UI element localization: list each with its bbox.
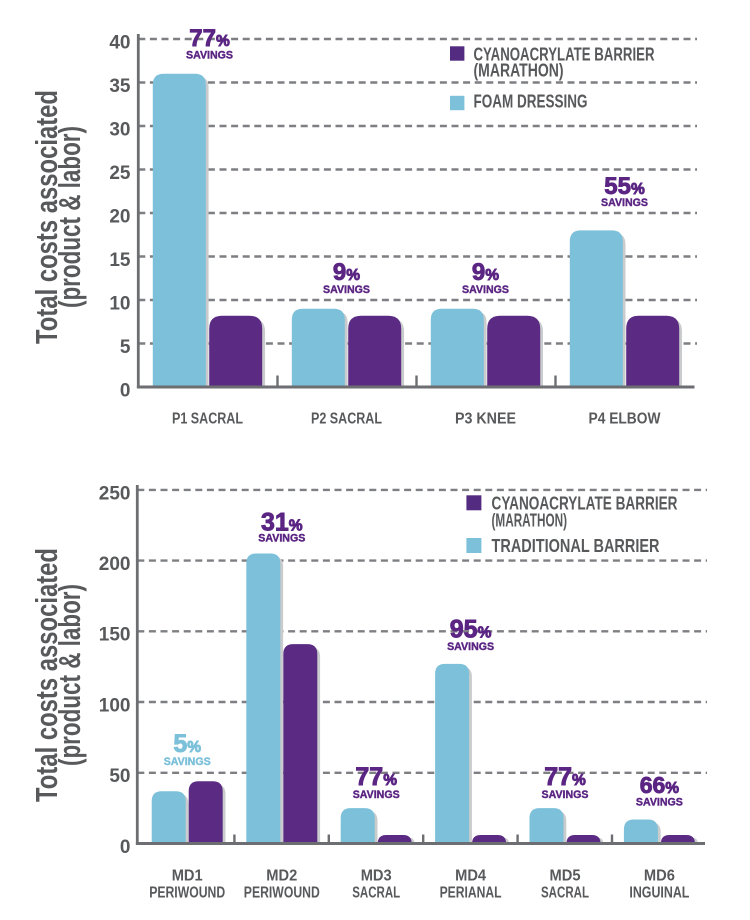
svg-text:77%: 77% bbox=[189, 25, 230, 52]
svg-text:250: 250 bbox=[99, 483, 131, 504]
svg-text:(product & labor): (product & labor) bbox=[52, 126, 87, 308]
svg-text:0: 0 bbox=[120, 837, 131, 858]
svg-text:95%: 95% bbox=[450, 615, 492, 643]
svg-text:SACRAL: SACRAL bbox=[541, 885, 589, 902]
svg-text:200: 200 bbox=[99, 554, 131, 575]
svg-text:0: 0 bbox=[120, 380, 131, 401]
svg-text:9%: 9% bbox=[333, 259, 360, 286]
svg-text:77%: 77% bbox=[355, 763, 397, 791]
svg-text:SAVINGS: SAVINGS bbox=[186, 49, 233, 61]
svg-text:PERIWOUND: PERIWOUND bbox=[244, 885, 320, 902]
svg-text:SAVINGS: SAVINGS bbox=[323, 284, 370, 296]
svg-text:5: 5 bbox=[120, 337, 131, 358]
svg-text:SAVINGS: SAVINGS bbox=[353, 789, 400, 801]
svg-text:SAVINGS: SAVINGS bbox=[462, 284, 509, 296]
svg-text:9%: 9% bbox=[472, 259, 499, 286]
svg-text:25: 25 bbox=[109, 163, 131, 184]
svg-text:MD2: MD2 bbox=[266, 868, 297, 885]
svg-text:SAVINGS: SAVINGS bbox=[601, 197, 648, 209]
svg-text:SAVINGS: SAVINGS bbox=[542, 789, 589, 801]
svg-text:MD6: MD6 bbox=[644, 868, 675, 885]
svg-text:10: 10 bbox=[109, 293, 130, 314]
svg-text:SAVINGS: SAVINGS bbox=[636, 797, 683, 809]
svg-text:20: 20 bbox=[109, 206, 130, 227]
svg-text:MD3: MD3 bbox=[361, 868, 392, 885]
svg-text:SAVINGS: SAVINGS bbox=[164, 756, 211, 768]
svg-text:CYANOACRYLATE BARRIER: CYANOACRYLATE BARRIER bbox=[474, 44, 655, 64]
svg-text:MD1: MD1 bbox=[172, 868, 203, 885]
svg-text:5%: 5% bbox=[173, 730, 201, 758]
svg-text:PERIWOUND: PERIWOUND bbox=[149, 885, 225, 902]
svg-text:150: 150 bbox=[99, 625, 131, 646]
svg-text:55%: 55% bbox=[604, 173, 645, 200]
svg-text:P2 SACRAL: P2 SACRAL bbox=[311, 411, 382, 428]
svg-text:CYANOACRYLATE BARRIER: CYANOACRYLATE BARRIER bbox=[492, 494, 678, 514]
svg-text:(product & labor): (product & labor) bbox=[52, 584, 87, 766]
svg-text:15: 15 bbox=[109, 250, 131, 271]
svg-text:30: 30 bbox=[109, 119, 130, 140]
svg-text:31%: 31% bbox=[261, 509, 303, 537]
svg-text:35: 35 bbox=[109, 76, 131, 97]
svg-text:SAVINGS: SAVINGS bbox=[258, 533, 305, 545]
svg-text:FOAM DRESSING: FOAM DRESSING bbox=[474, 91, 588, 111]
svg-text:P1 SACRAL: P1 SACRAL bbox=[172, 411, 243, 428]
svg-text:50: 50 bbox=[109, 766, 130, 787]
svg-text:P4 ELBOW: P4 ELBOW bbox=[589, 411, 661, 428]
svg-text:SAVINGS: SAVINGS bbox=[447, 641, 494, 653]
svg-text:(MARATHON): (MARATHON) bbox=[474, 61, 564, 81]
svg-text:Total costs associated: Total costs associated bbox=[29, 548, 64, 802]
svg-text:P3 KNEE: P3 KNEE bbox=[455, 411, 516, 428]
svg-text:SACRAL: SACRAL bbox=[352, 885, 400, 902]
svg-text:100: 100 bbox=[99, 695, 131, 716]
svg-text:66%: 66% bbox=[640, 772, 680, 798]
svg-text:MD4: MD4 bbox=[455, 868, 486, 885]
svg-text:PERIANAL: PERIANAL bbox=[440, 885, 502, 902]
svg-text:Total costs associated: Total costs associated bbox=[29, 90, 64, 344]
svg-text:77%: 77% bbox=[544, 763, 586, 791]
svg-text:TRADITIONAL BARRIER: TRADITIONAL BARRIER bbox=[492, 536, 660, 556]
svg-text:40: 40 bbox=[109, 32, 130, 53]
svg-text:MD5: MD5 bbox=[550, 868, 581, 885]
svg-text:(MARATHON): (MARATHON) bbox=[492, 511, 568, 531]
svg-text:INGUINAL: INGUINAL bbox=[629, 885, 689, 902]
